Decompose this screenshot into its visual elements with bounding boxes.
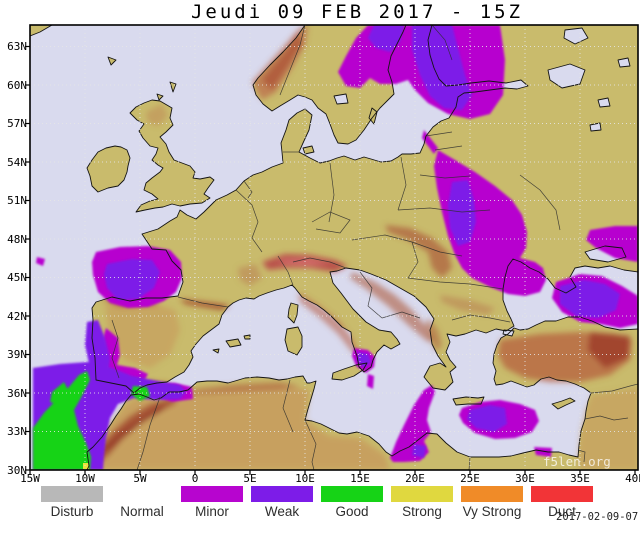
lon-label-25E: 25E xyxy=(460,472,480,485)
lat-label-30N: 30N xyxy=(7,463,27,477)
map-frame xyxy=(29,24,639,471)
map-title: Jeudi 09 FEB 2017 - 15Z xyxy=(190,1,524,23)
lon-label-10W: 10W xyxy=(75,472,95,485)
legend-label-strong: Strong xyxy=(402,504,442,519)
legend-swatch-normal xyxy=(111,486,173,502)
lat-label-42N: 42N xyxy=(7,309,27,323)
lon-label-0: 0 xyxy=(191,472,199,485)
legend-swatch-duct xyxy=(531,486,593,502)
lon-label-20E: 20E xyxy=(405,472,425,485)
lat-label-54N: 54N xyxy=(7,155,27,169)
lon-label-15W: 15W xyxy=(20,472,40,485)
legend-label-weak: Weak xyxy=(264,504,300,519)
lon-label-15E: 15E xyxy=(350,472,370,485)
legend-label-normal: Normal xyxy=(120,504,164,519)
lon-label-10E: 10E xyxy=(295,472,315,485)
legend-swatch-vy-strong xyxy=(461,486,523,502)
legend-label-minor: Minor xyxy=(195,504,229,519)
graticule-grid xyxy=(30,25,638,470)
axis-ticks xyxy=(25,45,636,475)
legend-swatch-good xyxy=(321,486,383,502)
country-borders xyxy=(111,25,638,470)
lat-label-33N: 33N xyxy=(7,425,27,438)
legend-label-duct: Duct xyxy=(548,504,576,519)
lat-label-57N: 57N xyxy=(7,117,27,130)
legend-swatch-weak xyxy=(251,486,313,502)
lon-label-40E: 40E xyxy=(625,472,640,485)
strong-ducting-spot xyxy=(83,463,89,469)
legend-label-vy-strong: Vy Strong xyxy=(462,504,522,519)
legend-swatch-minor xyxy=(181,486,243,502)
lat-label-51N: 51N xyxy=(7,194,27,207)
lat-label-39N: 39N xyxy=(7,348,27,361)
generation-timestamp: 2017-02-09-07 xyxy=(556,511,639,523)
lat-label-48N: 48N xyxy=(7,232,27,246)
lat-label-45N: 45N xyxy=(7,271,27,284)
lat-label-63N: 63N xyxy=(7,40,27,53)
lon-label-30E: 30E xyxy=(515,472,535,485)
lat-label-60N: 60N xyxy=(7,78,27,92)
lat-label-36N: 36N xyxy=(7,386,27,400)
watermark-text: f5len.org xyxy=(543,454,611,469)
legend-label-good: Good xyxy=(335,504,369,519)
lon-label-5W: 5W xyxy=(133,472,147,485)
lon-label-5E: 5E xyxy=(243,472,257,485)
legend-swatch-strong xyxy=(391,486,453,502)
lon-label-35E: 35E xyxy=(570,472,590,485)
legend-swatch-disturb xyxy=(41,486,103,502)
legend-label-disturb: Disturb xyxy=(50,504,94,519)
